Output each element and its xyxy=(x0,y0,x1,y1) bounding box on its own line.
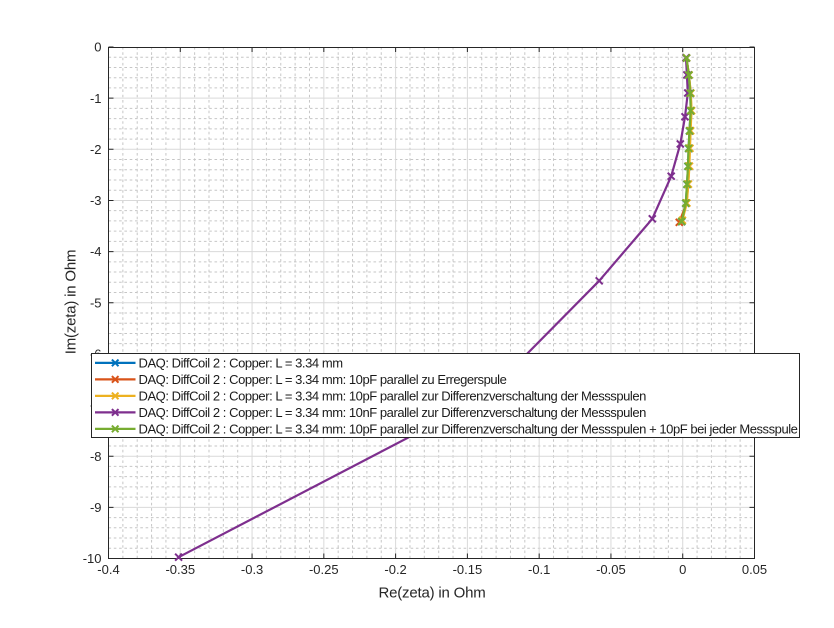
svg-text:DAQ: DiffCoil 2 : Copper: L =: DAQ: DiffCoil 2 : Copper: L = 3.34 mm: 1… xyxy=(139,422,798,437)
svg-text:-9: -9 xyxy=(90,500,102,515)
svg-text:-8: -8 xyxy=(90,449,102,464)
svg-text:-0.05: -0.05 xyxy=(596,562,626,577)
svg-text:0: 0 xyxy=(94,40,101,55)
svg-text:Im(zeta) in Ohm: Im(zeta) in Ohm xyxy=(63,250,80,355)
svg-text:-0.25: -0.25 xyxy=(309,562,339,577)
svg-text:-3: -3 xyxy=(90,193,102,208)
svg-text:-0.15: -0.15 xyxy=(453,562,483,577)
svg-text:DAQ: DiffCoil 2 : Copper: L =: DAQ: DiffCoil 2 : Copper: L = 3.34 mm xyxy=(139,356,343,371)
svg-text:-2: -2 xyxy=(90,142,102,157)
svg-text:-0.4: -0.4 xyxy=(97,562,119,577)
svg-text:DAQ: DiffCoil 2 : Copper: L =: DAQ: DiffCoil 2 : Copper: L = 3.34 mm: 1… xyxy=(139,372,507,387)
svg-text:-4: -4 xyxy=(90,244,102,259)
svg-text:-5: -5 xyxy=(90,295,102,310)
svg-text:DAQ: DiffCoil 2 : Copper: L =: DAQ: DiffCoil 2 : Copper: L = 3.34 mm: 1… xyxy=(139,405,647,420)
svg-text:-0.3: -0.3 xyxy=(241,562,263,577)
svg-text:-1: -1 xyxy=(90,91,102,106)
svg-text:-0.2: -0.2 xyxy=(384,562,406,577)
svg-text:-0.35: -0.35 xyxy=(165,562,195,577)
svg-text:DAQ: DiffCoil 2 : Copper: L =: DAQ: DiffCoil 2 : Copper: L = 3.34 mm: 1… xyxy=(139,389,647,404)
svg-text:-0.1: -0.1 xyxy=(528,562,550,577)
svg-text:0: 0 xyxy=(679,562,686,577)
svg-text:-10: -10 xyxy=(83,551,102,566)
svg-text:Re(zeta) in Ohm: Re(zeta) in Ohm xyxy=(378,585,485,602)
svg-text:0.05: 0.05 xyxy=(742,562,767,577)
